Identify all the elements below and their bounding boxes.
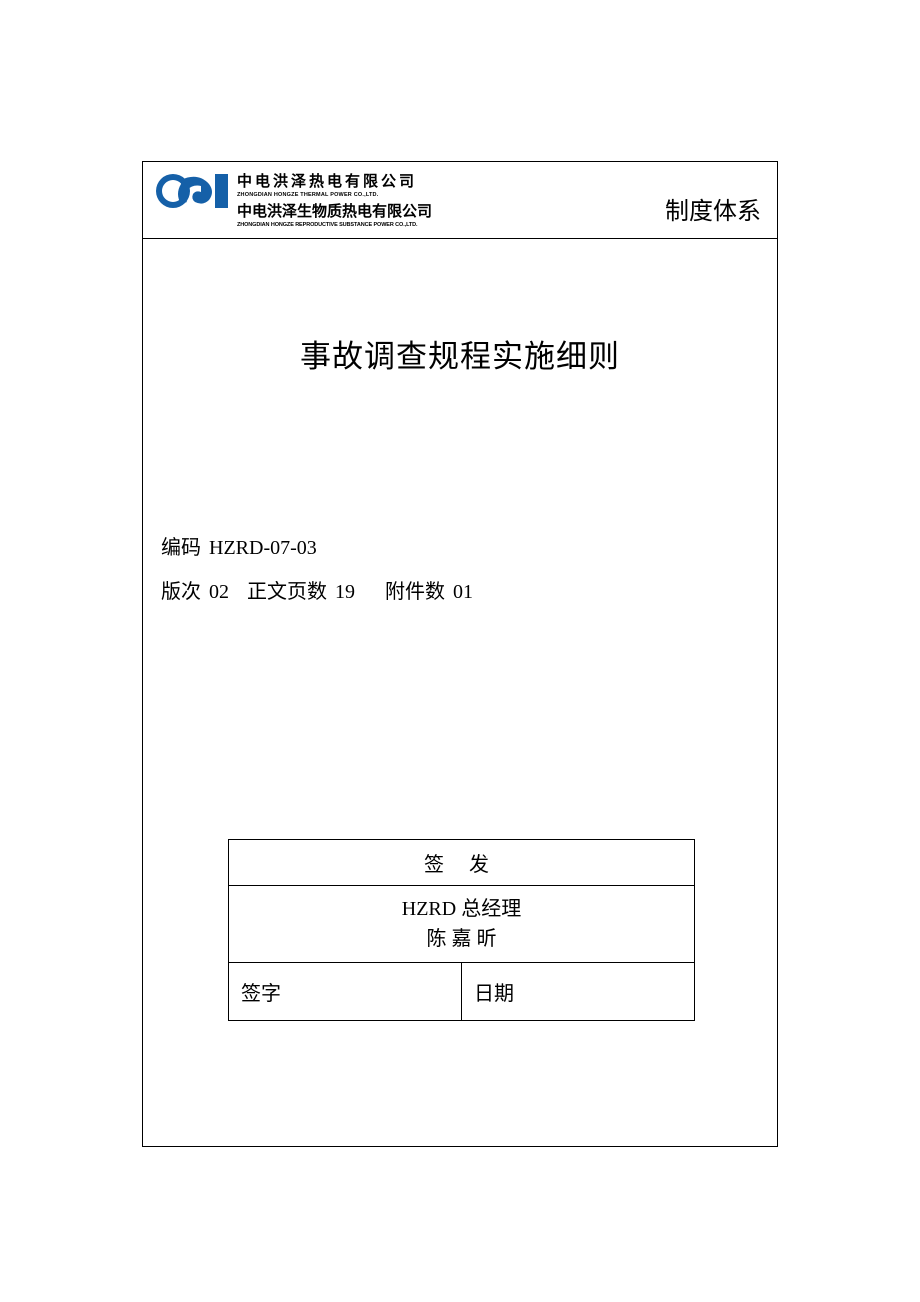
company-subtitle-2: ZHONGDIAN HONGZE REPRODUCTIVE SUBSTANCE … <box>237 222 432 228</box>
pages-label: 正文页数 <box>247 570 327 614</box>
meta-pages: 正文页数 19 <box>247 570 355 614</box>
signoff-role-line1: HZRD 总经理 <box>241 894 682 924</box>
attachments-label: 附件数 <box>385 570 445 614</box>
code-label: 编码 <box>161 526 201 570</box>
system-label: 制度体系 <box>665 191 761 226</box>
meta-version: 版次 02 <box>161 570 229 614</box>
logo-text-block: 中电洪泽热电有限公司 ZHONGDIAN HONGZE THERMAL POWE… <box>237 170 432 228</box>
company-logo-icon <box>153 170 231 212</box>
document-frame: 中电洪泽热电有限公司 ZHONGDIAN HONGZE THERMAL POWE… <box>142 161 778 1147</box>
version-value: 02 <box>209 570 229 614</box>
signoff-header: 签 发 <box>229 840 695 886</box>
company-subtitle-1: ZHONGDIAN HONGZE THERMAL POWER CO.,LTD. <box>237 192 432 198</box>
meta-block: 编码 HZRD-07-03 版次 02 正文页数 19 附件数 01 <box>161 526 777 614</box>
meta-code: 编码 HZRD-07-03 <box>161 526 317 570</box>
meta-row-version: 版次 02 正文页数 19 附件数 01 <box>161 570 777 614</box>
signoff-table: 签 发 HZRD 总经理 陈 嘉 昕 签字 日期 <box>228 839 695 1021</box>
pages-value: 19 <box>335 570 355 614</box>
meta-attachments: 附件数 01 <box>385 570 473 614</box>
signoff-role-line2: 陈 嘉 昕 <box>241 924 682 954</box>
signoff-role-cell: HZRD 总经理 陈 嘉 昕 <box>229 886 695 963</box>
meta-row-code: 编码 HZRD-07-03 <box>161 526 777 570</box>
date-cell: 日期 <box>462 963 695 1021</box>
header-row: 中电洪泽热电有限公司 ZHONGDIAN HONGZE THERMAL POWE… <box>143 162 777 239</box>
version-label: 版次 <box>161 570 201 614</box>
attachments-value: 01 <box>453 570 473 614</box>
company-name-1: 中电洪泽热电有限公司 <box>237 170 432 191</box>
document-title: 事故调查规程实施细则 <box>143 331 777 376</box>
company-name-2: 中电洪泽生物质热电有限公司 <box>237 200 432 221</box>
code-value: HZRD-07-03 <box>209 526 317 570</box>
signature-cell: 签字 <box>229 963 462 1021</box>
logo-block: 中电洪泽热电有限公司 ZHONGDIAN HONGZE THERMAL POWE… <box>153 170 432 228</box>
